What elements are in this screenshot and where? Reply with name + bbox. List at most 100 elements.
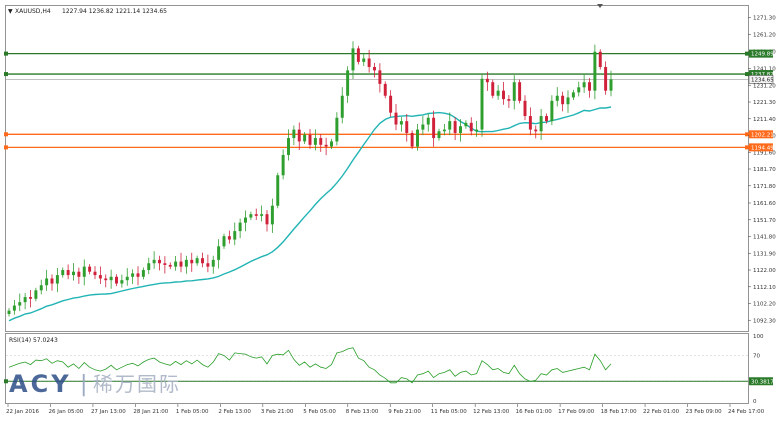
candle-body <box>174 261 178 267</box>
x-tick-label: 18 Feb 17:00 <box>601 409 638 415</box>
y-tick-label: 1141.80 <box>753 235 776 241</box>
candle-body <box>303 134 307 142</box>
scroll-marker-icon[interactable] <box>597 4 603 8</box>
candle-body <box>313 138 317 145</box>
candle-body <box>539 116 543 132</box>
candle-body <box>190 259 194 264</box>
candle-body <box>593 51 597 91</box>
rsi-indicator: 1007030030.3817 <box>4 334 774 405</box>
candle-body <box>98 275 102 279</box>
candle-body <box>12 305 16 311</box>
candle-body <box>158 259 161 264</box>
candle-body <box>115 276 118 284</box>
y-tick-label: 1161.60 <box>753 201 776 207</box>
candle-body <box>18 302 22 306</box>
header-arrow-icon[interactable]: ▼ <box>8 8 13 15</box>
candle-body <box>141 270 145 277</box>
level-anchor <box>745 72 749 77</box>
x-tick-label: 28 Jan 21:00 <box>133 409 168 415</box>
level-price-label: 1237.82 <box>751 72 774 78</box>
candle-body <box>507 99 511 101</box>
chart-symbol: XAUUSD,H4 <box>15 8 51 15</box>
x-tick-label: 23 Feb 09:00 <box>686 409 723 415</box>
y-tick-label: 1181.70 <box>753 167 776 173</box>
candle-body <box>244 217 247 223</box>
candle-body <box>330 141 333 147</box>
candle-body <box>373 66 376 71</box>
candle-body <box>399 121 403 125</box>
candle-body <box>222 236 226 247</box>
y-tick-label: 1102.20 <box>753 302 776 308</box>
candle-body <box>179 261 183 267</box>
candle-body <box>184 259 188 267</box>
candle-body <box>29 297 32 299</box>
rsi-tick-label: 0 <box>753 399 757 405</box>
rsi-level-label: 30.3817 <box>751 379 774 385</box>
candle-body <box>442 129 446 132</box>
x-tick-label: 22 Feb 01:00 <box>643 409 680 415</box>
x-tick-label: 12 Feb 13:00 <box>473 409 510 415</box>
candle-body <box>265 214 269 225</box>
y-tick-label: 1191.60 <box>753 150 776 156</box>
rsi-label: RSI(14) 57.0243 <box>9 337 58 344</box>
x-tick-label: 5 Feb 05:00 <box>303 409 336 415</box>
level-price-tag <box>749 143 773 152</box>
candle-body <box>405 121 409 133</box>
candle-body <box>523 100 527 117</box>
candle-body <box>383 83 387 96</box>
level-anchor <box>745 132 749 137</box>
watermark-chinese: 稀万国际 <box>93 372 181 396</box>
candle-body <box>566 97 570 105</box>
candle-body <box>82 266 86 277</box>
candle-body <box>512 82 516 101</box>
candle-body <box>131 273 135 277</box>
watermark-brand: ACY <box>9 370 72 398</box>
level-price-tag <box>748 75 774 84</box>
candle-body <box>201 258 204 264</box>
level-price-label: 1194.49 <box>751 145 774 151</box>
candle-body <box>77 271 81 277</box>
candle-body <box>453 121 457 133</box>
chart-ohlc: 1227.94 1236.82 1221.14 1234.65 <box>62 8 167 15</box>
candle-body <box>561 95 565 105</box>
candle-body <box>582 82 586 88</box>
candle-body <box>136 273 140 277</box>
candle-body <box>351 48 355 71</box>
y-tick-label: 1261.20 <box>753 33 776 39</box>
y-tick-label: 1221.30 <box>753 100 776 106</box>
candle-body <box>109 276 113 281</box>
candle-body <box>61 270 65 276</box>
candle-body <box>217 246 221 260</box>
candle-body <box>249 214 253 218</box>
candle-body <box>104 278 108 281</box>
candle-body <box>426 117 430 125</box>
candle-body <box>410 132 414 147</box>
candle-body <box>588 82 591 91</box>
candle-body <box>276 175 280 206</box>
watermark-separator: | <box>80 372 87 397</box>
x-tick-label: 8 Feb 13:00 <box>346 409 379 415</box>
level-price-label: 1249.89 <box>751 52 774 58</box>
candle-body <box>270 205 274 225</box>
y-tick-label: 1131.90 <box>753 251 776 257</box>
candle-body <box>88 266 92 272</box>
candle-body <box>459 126 462 133</box>
ma-line <box>8 106 612 322</box>
level-price-tag <box>749 130 773 139</box>
x-tick-label: 22 Jan 2016 <box>6 409 39 415</box>
moving-average <box>8 106 612 322</box>
candle-body <box>55 275 59 284</box>
candle-body <box>448 121 452 130</box>
candle-body <box>195 258 199 264</box>
candle-body <box>346 70 350 96</box>
candle-body <box>168 264 172 267</box>
candle-body <box>125 276 129 281</box>
candle-body <box>421 124 425 130</box>
level-price-tag <box>749 70 773 79</box>
level-anchor <box>4 145 8 150</box>
candle-body <box>39 285 43 291</box>
level-anchor <box>4 51 8 56</box>
candle-body <box>389 95 393 113</box>
candle-body <box>469 122 473 132</box>
